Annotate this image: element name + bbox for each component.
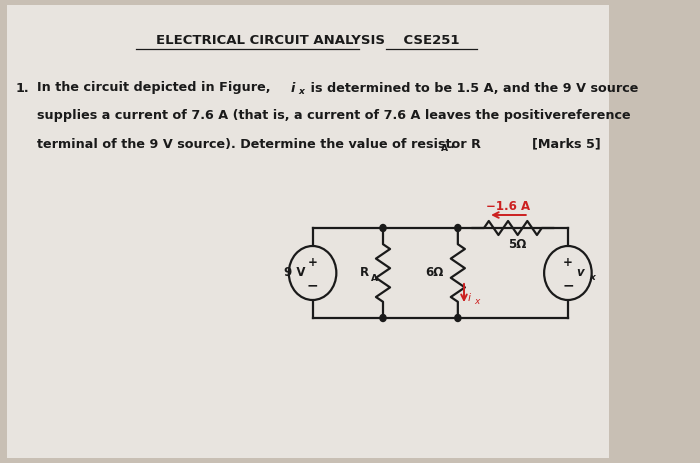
Circle shape (380, 225, 386, 232)
Circle shape (455, 314, 461, 321)
Text: A: A (371, 274, 378, 283)
Text: is determined to be 1.5 A, and the 9 V source: is determined to be 1.5 A, and the 9 V s… (306, 81, 638, 94)
Text: −: − (307, 278, 319, 292)
Circle shape (455, 225, 461, 232)
Circle shape (380, 314, 386, 321)
Text: i: i (290, 81, 295, 94)
Text: In the circuit depicted in Figure,: In the circuit depicted in Figure, (37, 81, 275, 94)
Text: [Marks 5]: [Marks 5] (532, 138, 601, 150)
FancyBboxPatch shape (7, 5, 609, 458)
Text: supplies a current of 7.6 A (that is, a current of 7.6 A leaves the positiverefe: supplies a current of 7.6 A (that is, a … (37, 110, 631, 123)
Text: ELECTRICAL CIRCUIT ANALYSIS    CSE251: ELECTRICAL CIRCUIT ANALYSIS CSE251 (156, 35, 460, 48)
Text: 9 V: 9 V (284, 267, 305, 280)
Text: +: + (563, 257, 573, 269)
Circle shape (544, 246, 592, 300)
Text: R: R (360, 267, 369, 280)
Text: −: − (562, 278, 574, 292)
Text: 6Ω: 6Ω (426, 267, 444, 280)
Text: .: . (449, 138, 454, 150)
Text: +: + (307, 257, 318, 269)
Text: x: x (474, 298, 480, 307)
Circle shape (289, 246, 336, 300)
Text: i: i (468, 293, 470, 303)
Text: x: x (298, 88, 304, 96)
Text: 1.: 1. (16, 81, 29, 94)
Text: v: v (577, 267, 584, 280)
Text: −1.6 A: −1.6 A (486, 200, 531, 213)
Text: terminal of the 9 V source). Determine the value of resistor R: terminal of the 9 V source). Determine t… (37, 138, 481, 150)
Text: A: A (441, 144, 448, 153)
Text: x: x (589, 274, 595, 282)
Text: 5Ω: 5Ω (508, 238, 526, 251)
